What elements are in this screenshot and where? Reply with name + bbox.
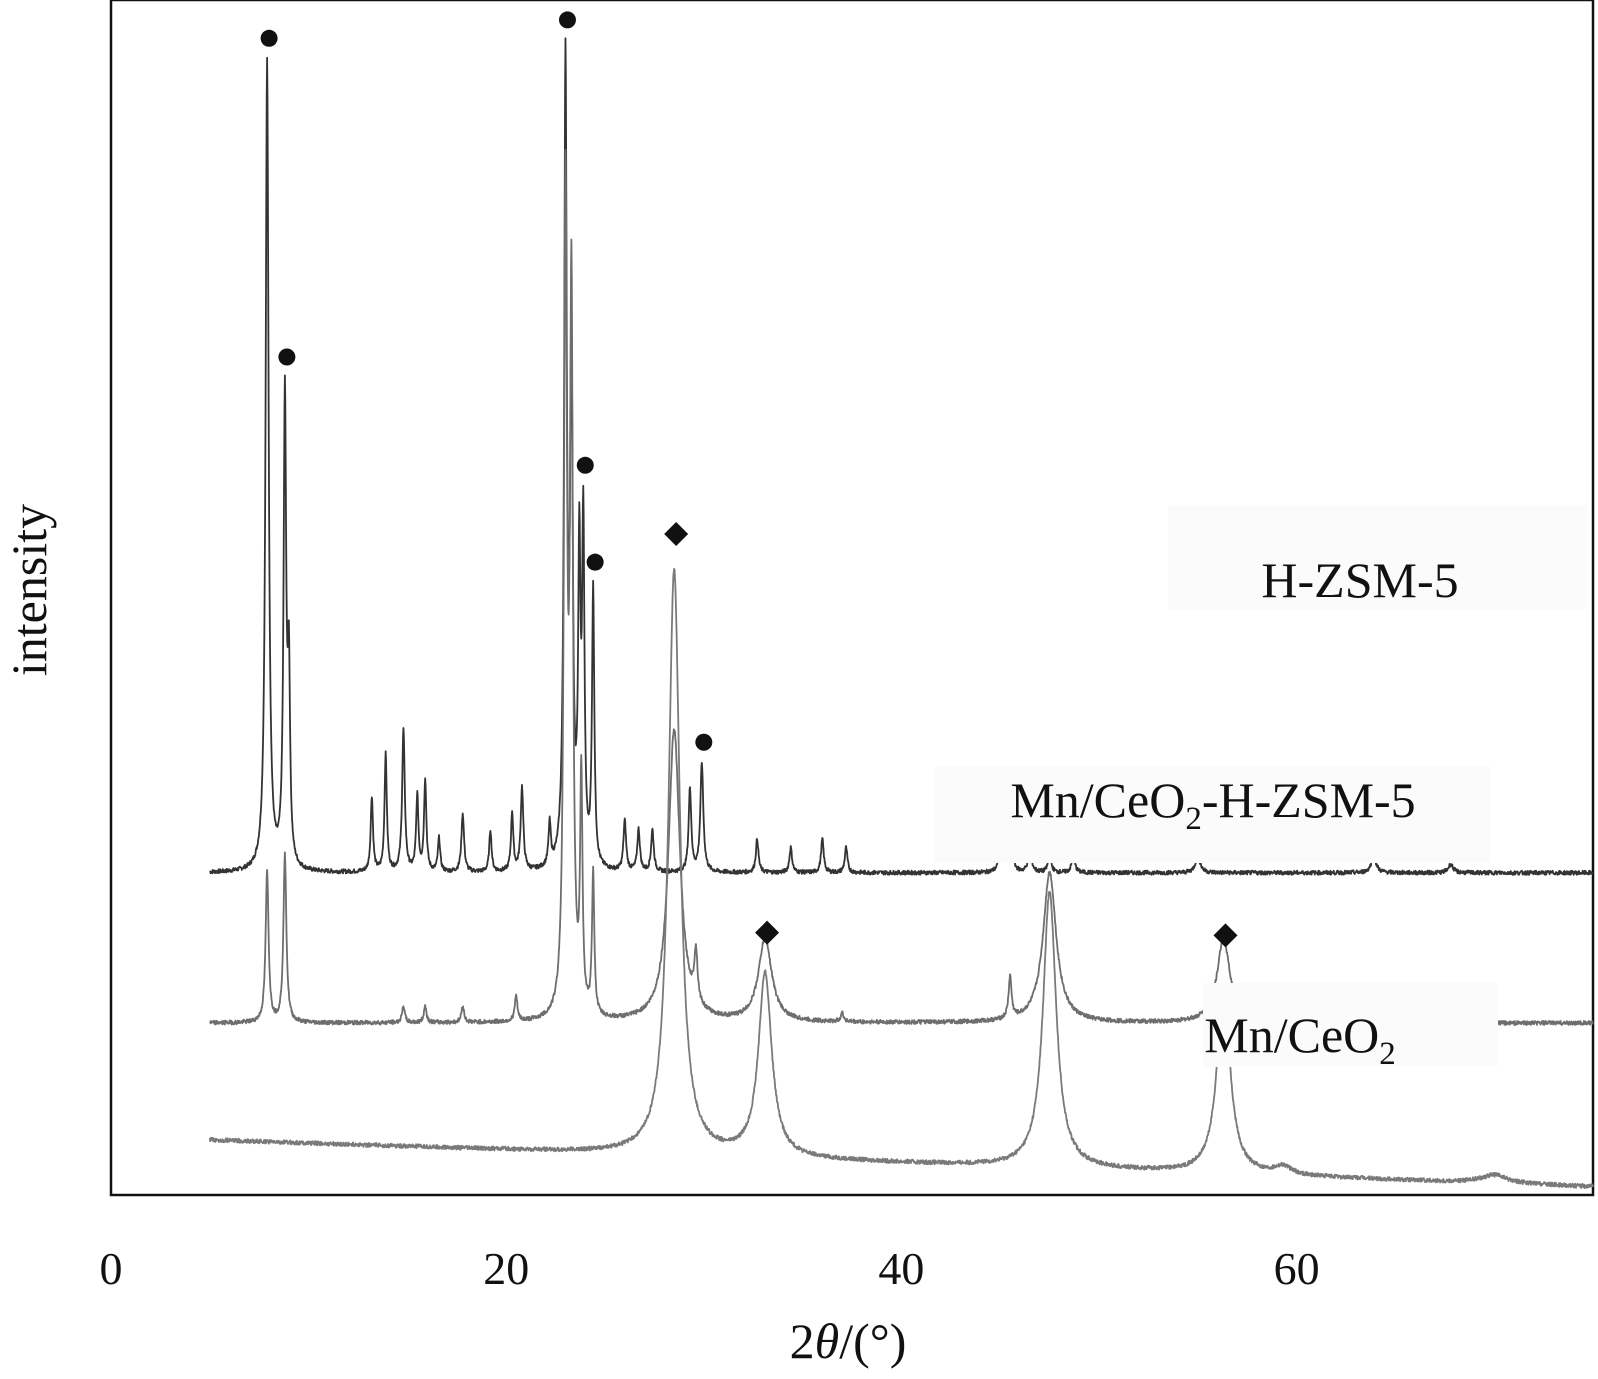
diamond-peak-marker [664, 521, 689, 546]
circle-peak-marker [576, 456, 594, 474]
circle-peak-marker [586, 553, 604, 571]
series-label: Mn/CeO2 [1204, 1007, 1396, 1072]
series-label-part: 2 [1379, 1036, 1396, 1072]
series-line-0 [209, 37, 1594, 876]
x-tick-label: 20 [483, 1243, 529, 1294]
plot-frame [109, 0, 1595, 1197]
x-axis-title: 2θ/(°) [790, 1313, 907, 1369]
x-axis-title-suffix: /(°) [839, 1313, 906, 1369]
circle-peak-marker [278, 348, 296, 366]
series-labels: H-ZSM-5Mn/CeO2-H-ZSM-5Mn/CeO2 [935, 505, 1586, 1072]
x-tick-label: 0 [100, 1243, 123, 1294]
x-axis-title-symbol: θ [815, 1313, 840, 1369]
series-label-part: 2 [1185, 801, 1202, 837]
series-label-bg [1203, 983, 1498, 1067]
circle-peak-marker [558, 11, 576, 29]
x-axis-title-prefix: 2 [790, 1313, 815, 1369]
series-line-2 [208, 567, 1594, 1189]
series-label-part: H-ZSM-5 [1261, 552, 1458, 608]
series-label-part: -H-ZSM-5 [1202, 772, 1416, 828]
x-axis-ticks: 0 20 40 60 [100, 1243, 1320, 1294]
series-label: H-ZSM-5 [1261, 552, 1458, 608]
x-tick-label: 40 [878, 1243, 924, 1294]
series-label: Mn/CeO2-H-ZSM-5 [1010, 772, 1415, 837]
diamond-peak-marker [1213, 923, 1238, 948]
circle-peak-marker [260, 29, 278, 47]
series-label-part: Mn/CeO [1010, 772, 1185, 828]
y-axis-title: intensity [1, 504, 57, 676]
series-label-bg [935, 767, 1491, 863]
diamond-peak-marker [755, 920, 780, 945]
circle-peak-marker [695, 733, 713, 751]
x-tick-label: 60 [1274, 1243, 1320, 1294]
series-label-bg [1168, 505, 1586, 609]
series-label-part: Mn/CeO [1204, 1007, 1379, 1063]
